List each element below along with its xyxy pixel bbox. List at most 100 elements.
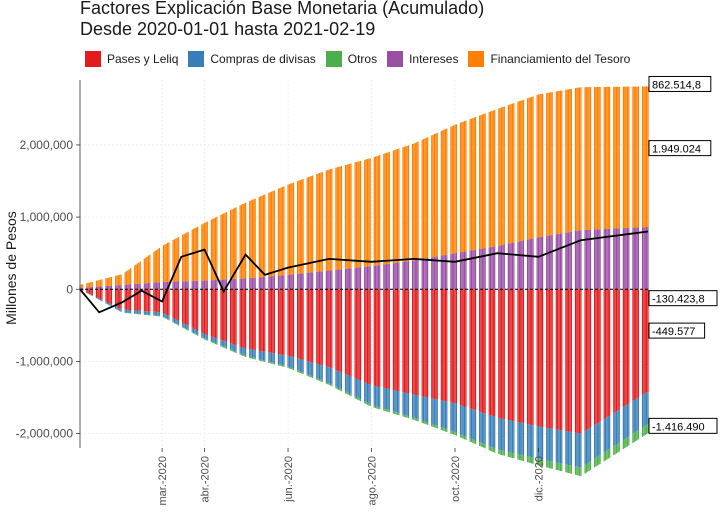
bar-segment (193, 280, 195, 290)
bar-segment (491, 289, 493, 416)
bar-segment (407, 261, 410, 290)
bar-segment (216, 343, 218, 345)
bar-segment (193, 332, 195, 334)
bar-segment (176, 237, 178, 282)
bar-segment (235, 289, 237, 346)
bar-segment (164, 317, 166, 319)
bar-segment (213, 342, 215, 344)
bar-segment (366, 383, 369, 403)
bar-segment (411, 394, 414, 418)
bar-segment (446, 401, 448, 430)
bar-segment (422, 421, 425, 424)
bar-segment (136, 263, 139, 284)
bar-segment (254, 289, 256, 351)
bar-segment (574, 432, 577, 467)
bar-segment (565, 431, 567, 465)
bar-segment (290, 367, 292, 370)
bar-segment (635, 431, 637, 442)
bar-segment (101, 279, 103, 287)
bar-segment (499, 245, 501, 290)
bar-segment (176, 320, 178, 324)
bar-segment (90, 289, 92, 295)
bar-segment (262, 360, 265, 362)
bar-segment (442, 255, 444, 290)
bar-segment (385, 264, 388, 290)
bar-segment (225, 347, 228, 349)
bar-segment (643, 394, 645, 427)
bar-segment (450, 430, 452, 434)
bar-segment (531, 96, 533, 239)
bar-segment (251, 289, 254, 350)
bar-segment (110, 289, 113, 305)
bar-segment (472, 250, 474, 290)
bar-segment (526, 424, 529, 457)
bar-segment (328, 289, 330, 368)
bar-segment (537, 237, 540, 290)
bar-segment (513, 421, 515, 454)
bar-segment (402, 289, 404, 393)
bar-segment (609, 228, 611, 290)
bar-segment (433, 134, 436, 257)
bar-segment (90, 282, 92, 288)
bar-segment (628, 403, 630, 437)
bar-segment (446, 128, 448, 255)
bar-segment (422, 258, 425, 290)
bar-segment (146, 256, 148, 284)
bar-segment (98, 298, 100, 300)
bar-segment (526, 239, 529, 290)
bar-segment (91, 295, 93, 296)
bar-segment (344, 374, 347, 392)
bar-segment (625, 438, 627, 448)
bar-segment (454, 253, 456, 290)
bar-segment (442, 289, 444, 401)
bar-segment (154, 289, 156, 312)
bar-segment (291, 368, 293, 370)
bar-segment (484, 289, 486, 414)
bar-segment (492, 110, 494, 247)
bar-segment (480, 115, 482, 249)
bar-segment (422, 396, 425, 422)
bar-segment (224, 212, 226, 280)
bar-segment (647, 423, 649, 434)
bar-segment (491, 110, 493, 247)
bar-segment (546, 460, 548, 468)
bar-segment (407, 393, 410, 417)
bar-segment (569, 289, 571, 432)
bar-segment (566, 431, 568, 465)
axes: -2,000,000 -1,000,000 0 1,000,000 2,000,000 m… (16, 80, 546, 506)
bar-segment (641, 427, 644, 437)
bar-segment (443, 400, 445, 429)
bar-segment (195, 333, 197, 336)
bar-segment (87, 293, 89, 294)
bar-segment (606, 86, 608, 229)
bar-segment (336, 370, 338, 388)
bar-segment (473, 117, 475, 250)
bar-segment (387, 388, 389, 410)
bar-segment (164, 244, 166, 282)
bar-segment (329, 169, 332, 271)
bar-segment (251, 199, 254, 278)
bar-segment (388, 410, 390, 413)
bar-segment (500, 418, 503, 451)
bar-segment (302, 273, 304, 290)
bar-segment (443, 129, 445, 256)
bar-segment (139, 310, 141, 314)
bar-segment (250, 349, 252, 358)
bar-segment (606, 450, 608, 460)
bar-segment (542, 93, 544, 237)
bar-segment (503, 419, 505, 452)
bar-segment (268, 289, 270, 353)
bar-segment (490, 289, 492, 416)
bar-segment (346, 374, 348, 393)
bar-segment (550, 461, 552, 469)
bar-segment (436, 256, 438, 290)
bar-segment (507, 289, 509, 421)
bar-segment (566, 464, 568, 473)
bar-segment (175, 319, 177, 324)
bar-segment (203, 338, 206, 340)
bar-segment (598, 422, 600, 456)
bar-segment (396, 149, 399, 263)
bar-segment (117, 275, 119, 286)
bar-segment (384, 388, 386, 409)
bar-segment (395, 262, 397, 290)
